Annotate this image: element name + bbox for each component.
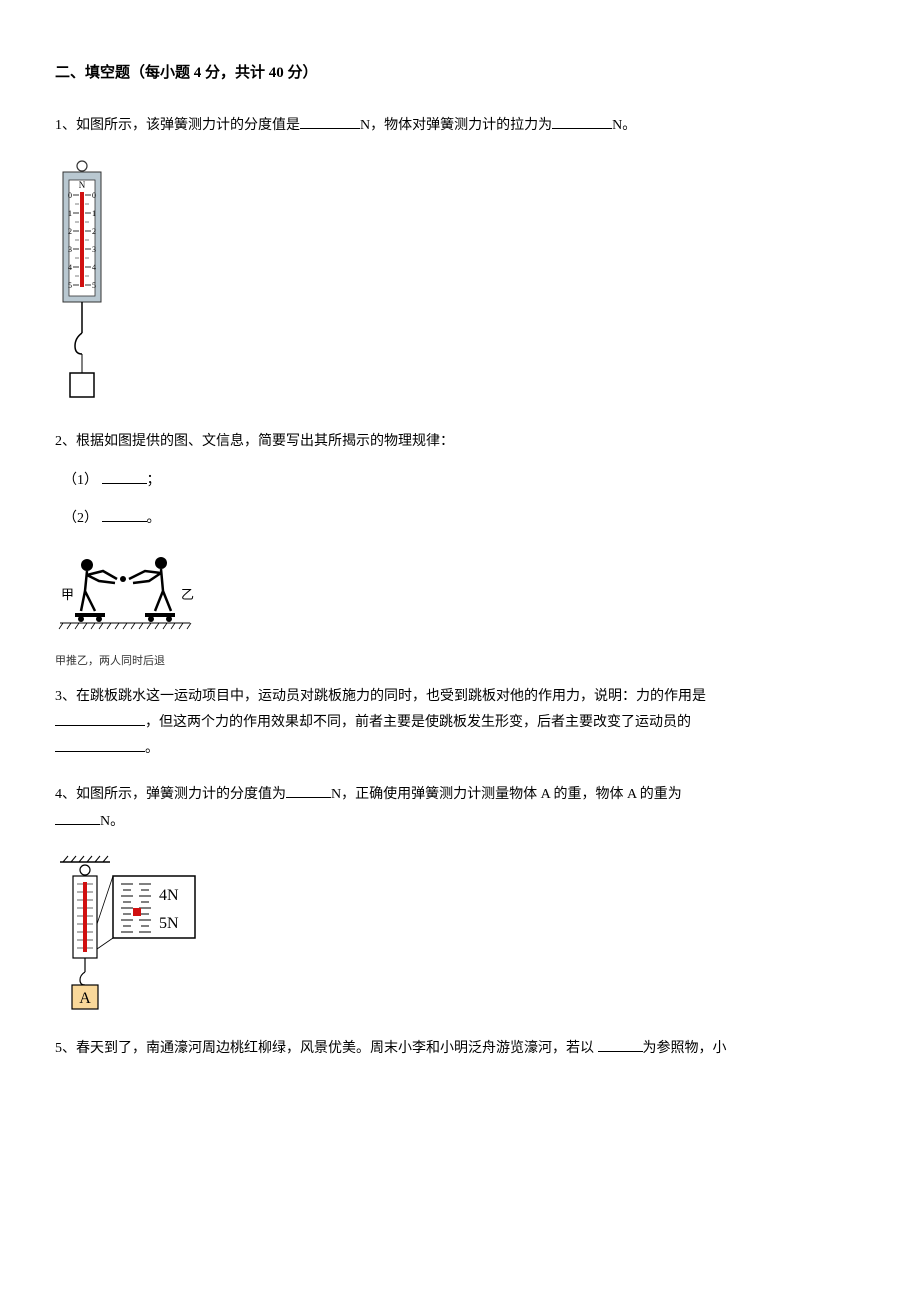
q1-text-mid: N，物体对弹簧测力计的拉力为 <box>360 118 552 133</box>
two-people-pushing-icon: 甲 乙 <box>55 551 195 641</box>
scale-unit: N <box>79 180 86 190</box>
svg-text:A: A <box>79 990 91 1007</box>
q3-part3: 。 <box>145 741 159 756</box>
svg-text:乙: 乙 <box>181 587 194 602</box>
q2-sub1: （1） ； <box>55 467 865 493</box>
svg-text:甲: 甲 <box>61 587 74 602</box>
svg-text:1: 1 <box>92 209 96 218</box>
section-title: 二、填空题（每小题 4 分，共计 40 分） <box>55 60 865 87</box>
question-5: 5、春天到了，南通濠河周边桃红柳绿，风景优美。周末小李和小明泛舟游览濠河，若以 … <box>55 1035 865 1061</box>
question-2: 2、根据如图提供的图、文信息，简要写出其所揭示的物理规律： （1） ； （2） … <box>55 429 865 531</box>
q1-text-suffix: N。 <box>612 118 636 133</box>
svg-text:0: 0 <box>92 191 96 200</box>
question-1: 1、如图所示，该弹簧测力计的分度值是 N，物体对弹簧测力计的拉力为 N。 <box>55 112 865 138</box>
svg-text:3: 3 <box>92 245 96 254</box>
q1-text-prefix: 1、如图所示，该弹簧测力计的分度值是 <box>55 118 300 133</box>
q4-part3: N。 <box>100 814 124 829</box>
q2-sub1-suffix: ； <box>147 473 161 488</box>
q2-sub2: （2） 。 <box>55 505 865 531</box>
question-4: 4、如图所示，弹簧测力计的分度值为 N，正确使用弹簧测力计测量物体 A 的重，物体… <box>55 781 865 833</box>
svg-text:5: 5 <box>68 281 72 290</box>
q4-figure: A 4N 5N <box>55 854 865 1023</box>
svg-text:5: 5 <box>92 281 96 290</box>
svg-text:4N: 4N <box>159 887 179 904</box>
spring-scale-with-zoom-icon: A 4N 5N <box>55 854 205 1014</box>
q1-blank-1 <box>300 112 360 129</box>
q3-blank-2 <box>55 735 145 752</box>
svg-text:4: 4 <box>92 263 96 272</box>
svg-text:2: 2 <box>68 227 72 236</box>
q4-blank-2 <box>55 808 100 825</box>
q4-part1: 4、如图所示，弹簧测力计的分度值为 <box>55 787 286 802</box>
q5-part1: 5、春天到了，南通濠河周边桃红柳绿，风景优美。周末小李和小明泛舟游览濠河，若以 <box>55 1041 598 1056</box>
q4-blank-1 <box>286 781 331 798</box>
q2-sub2-suffix: 。 <box>147 511 161 526</box>
spring-scale-icon: N 0 0 1 1 2 2 3 3 4 4 5 5 <box>55 158 110 408</box>
q1-figure: N 0 0 1 1 2 2 3 3 4 4 5 5 <box>55 158 865 417</box>
q2-blank-1 <box>102 467 147 484</box>
svg-text:4: 4 <box>68 263 72 272</box>
q3-blank-1 <box>55 709 145 726</box>
q2-sub2-label: （2） <box>63 511 98 526</box>
q3-part1: 3、在跳板跳水这一运动项目中，运动员对跳板施力的同时，也受到跳板对他的作用力，说… <box>55 689 706 704</box>
svg-text:1: 1 <box>68 209 72 218</box>
q2-text: 2、根据如图提供的图、文信息，简要写出其所揭示的物理规律： <box>55 429 865 454</box>
q1-blank-2 <box>552 112 612 129</box>
q2-blank-2 <box>102 505 147 522</box>
svg-text:3: 3 <box>68 245 72 254</box>
question-3: 3、在跳板跳水这一运动项目中，运动员对跳板施力的同时，也受到跳板对他的作用力，说… <box>55 684 865 762</box>
q5-blank-1 <box>598 1035 643 1052</box>
q4-part2: N，正确使用弹簧测力计测量物体 A 的重，物体 A 的重为 <box>331 787 682 802</box>
q3-part2: ，但这两个力的作用效果却不同，前者主要是使跳板发生形变，后者主要改变了运动员的 <box>145 715 691 730</box>
svg-text:5N: 5N <box>159 915 179 932</box>
q2-caption: 甲推乙，两人同时后退 <box>55 652 865 672</box>
q2-figure: 甲 乙 甲推乙，两人同时后退 <box>55 551 865 672</box>
svg-text:2: 2 <box>92 227 96 236</box>
svg-text:0: 0 <box>68 191 72 200</box>
q5-part2: 为参照物，小 <box>643 1041 727 1056</box>
q2-sub1-label: （1） <box>63 473 98 488</box>
